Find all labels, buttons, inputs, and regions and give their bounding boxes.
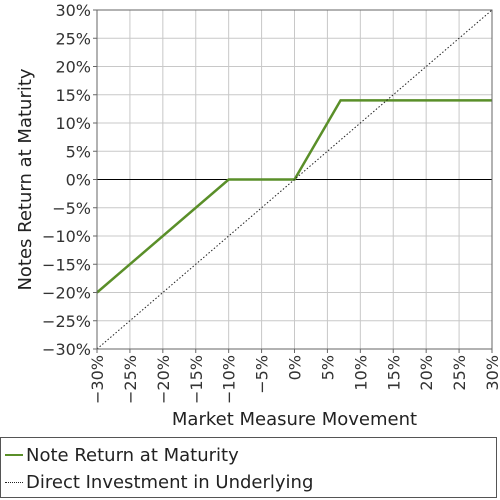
y-tick-label: −15%	[42, 255, 91, 274]
series-line-1	[96, 9, 493, 350]
y-tick-label: −25%	[42, 312, 91, 331]
y-tick-label: 5%	[66, 142, 91, 161]
legend-label: Note Return at Maturity	[26, 444, 239, 466]
x-axis-ticks: −30% −25% −20% −15% −10% −5% 0% 5% 10% 15% 20% 25% 3…	[88, 349, 500, 404]
x-tick-label: −30%	[88, 355, 107, 404]
dotted-line-swatch	[5, 481, 23, 483]
y-tick-label: −5%	[52, 199, 91, 218]
y-tick-label: 15%	[55, 86, 91, 105]
y-tick-label: −30%	[42, 340, 91, 359]
x-tick-label: 0%	[286, 355, 305, 380]
series-group	[96, 9, 493, 350]
legend-label: Direct Investment in Underlying	[26, 471, 314, 493]
x-axis-title: Market Measure Movement	[172, 409, 417, 430]
x-tick-label: 5%	[318, 355, 337, 380]
y-tick-label: 25%	[55, 29, 91, 48]
y-axis-ticks: −30% −25% −20% −15% −10% −5% 0% 5% 10% 15% 20% 25% 3…	[42, 1, 97, 359]
legend-item-note-return: Note Return at Maturity	[5, 442, 239, 468]
x-tick-label: −15%	[187, 355, 206, 404]
x-tick-label: −25%	[121, 355, 140, 404]
x-tick-label: −20%	[154, 355, 173, 404]
x-tick-label: 25%	[450, 355, 469, 391]
y-tick-label: 30%	[55, 1, 91, 20]
legend-item-direct-investment: Direct Investment in Underlying	[5, 469, 313, 495]
y-axis-title: Notes Return at Maturity	[15, 68, 36, 290]
legend: Note Return at Maturity Direct Investmen…	[0, 437, 497, 498]
y-tick-label: 20%	[55, 58, 91, 77]
x-tick-label: −5%	[253, 355, 272, 394]
x-tick-label: −10%	[220, 355, 239, 404]
y-tick-label: 0%	[66, 171, 91, 190]
x-tick-label: 30%	[483, 355, 500, 391]
x-tick-label: 20%	[417, 355, 436, 391]
solid-line-swatch	[5, 454, 23, 456]
y-tick-label: −20%	[42, 284, 91, 303]
x-tick-label: 10%	[351, 355, 370, 391]
y-tick-label: 10%	[55, 114, 91, 133]
y-tick-label: −10%	[42, 227, 91, 246]
x-tick-label: 15%	[384, 355, 403, 391]
